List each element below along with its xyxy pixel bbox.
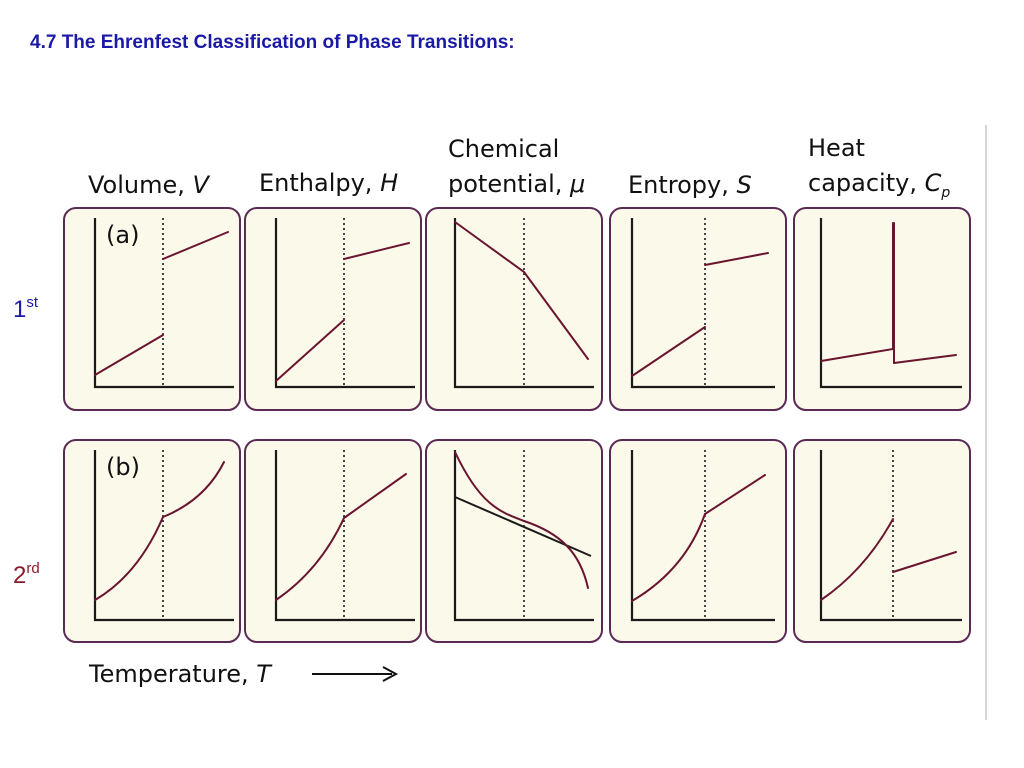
panel-tag-a: (a)	[106, 221, 139, 249]
chemical-potential-curve	[454, 451, 589, 589]
heat-capacity-high-line	[892, 551, 957, 573]
enthalpy-high-segment	[343, 242, 410, 260]
volume-low-segment	[94, 334, 164, 376]
heading-potential: potential, μ	[448, 170, 585, 198]
heading-entropy: Entropy, S	[628, 171, 752, 199]
first-order-number: 1	[13, 296, 27, 323]
entropy-low-segment	[631, 326, 706, 377]
temperature-arrow-icon	[312, 666, 399, 682]
heading-volume: Volume, V	[88, 171, 211, 199]
panel-entropy-second-order	[609, 439, 787, 643]
volume-high-segment	[162, 231, 229, 260]
panel-chemical-potential-second-order	[425, 439, 603, 643]
panel-enthalpy-second-order	[244, 439, 422, 643]
heading-enthalpy: Enthalpy, H	[259, 169, 398, 197]
second-order-number: 2	[13, 562, 27, 589]
volume-low-curve	[94, 516, 164, 601]
second-order-label: 2rd	[13, 560, 40, 590]
chemical-potential-kinked-line	[454, 221, 589, 360]
heading-chemical: Chemical	[448, 135, 559, 163]
volume-high-curve	[162, 461, 225, 518]
entropy-low-curve	[631, 513, 706, 602]
second-order-suffix: rd	[26, 560, 40, 577]
panel-volume-first-order: (a)	[63, 207, 241, 411]
panel-chemical-potential-first-order	[425, 207, 603, 411]
panel-enthalpy-first-order	[244, 207, 422, 411]
entropy-high-segment	[704, 252, 769, 266]
temperature-axis-label: Temperature, T	[88, 660, 273, 688]
enthalpy-high-line	[343, 473, 407, 519]
first-order-suffix: st	[26, 294, 39, 311]
heat-capacity-low-segment	[820, 348, 894, 362]
panel-entropy-first-order	[609, 207, 787, 411]
heat-capacity-high-segment	[893, 354, 957, 364]
panel-tag-b: (b)	[106, 453, 140, 481]
panel-heat-capacity-first-order	[793, 207, 971, 411]
entropy-high-line	[704, 474, 766, 515]
heat-capacity-low-curve	[820, 518, 894, 601]
panel-heat-capacity-second-order	[793, 439, 971, 643]
slide-title: 4.7 The Ehrenfest Classification of Phas…	[30, 32, 515, 53]
panel-volume-second-order: (b)	[63, 439, 241, 643]
enthalpy-low-segment	[275, 319, 345, 382]
heading-heat: Heat	[808, 134, 865, 162]
enthalpy-low-curve	[275, 517, 345, 601]
first-order-label: 1st	[13, 294, 39, 324]
heading-capacity: capacity, Cp	[808, 169, 950, 201]
